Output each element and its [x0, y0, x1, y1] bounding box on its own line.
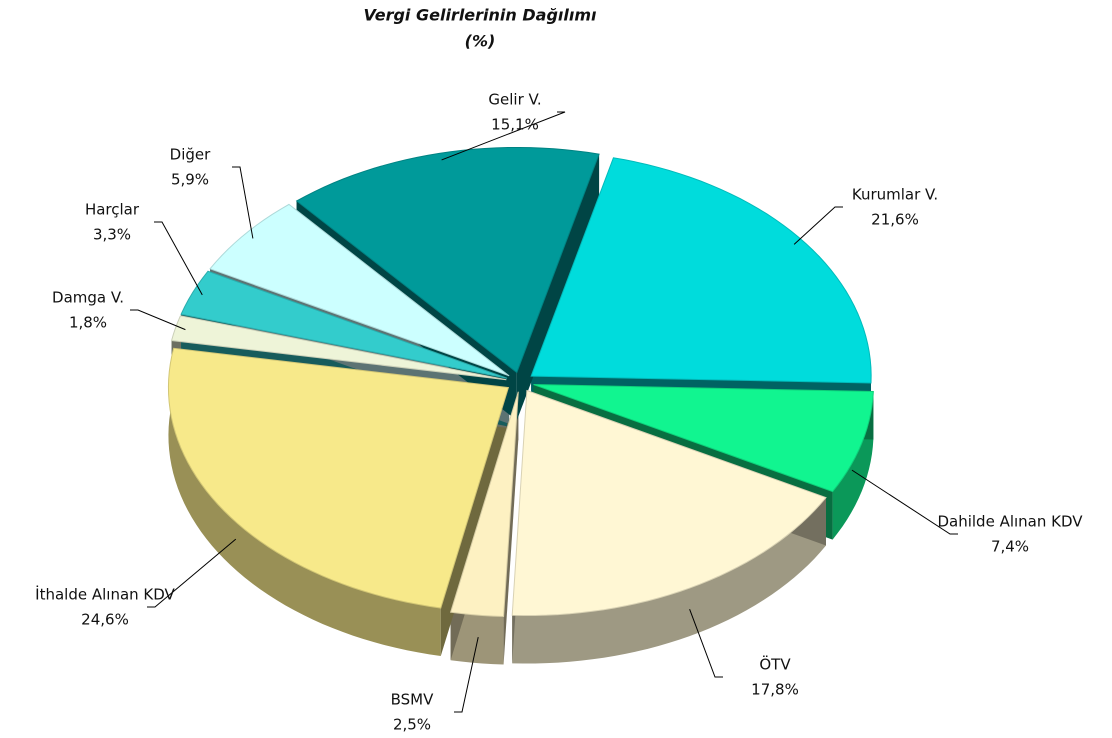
value-label: 3,3% [93, 226, 131, 244]
value-label: 1,8% [69, 314, 107, 332]
slice [167, 347, 510, 609]
value-label: 5,9% [171, 171, 209, 189]
slice [533, 384, 874, 493]
leader-line [130, 309, 186, 331]
slice [511, 389, 827, 617]
slice [170, 315, 507, 381]
chart-subtitle: (%) [465, 32, 496, 51]
leader-line [232, 166, 254, 239]
slice-label: BSMV [391, 691, 434, 709]
slice-side [168, 348, 441, 657]
slice [530, 157, 872, 384]
slice-label: Diğer [170, 146, 211, 164]
slice [295, 146, 600, 374]
slice-wall [516, 154, 600, 421]
value-label: 7,4% [991, 538, 1029, 556]
value-label: 17,8% [751, 681, 799, 699]
slice-side [832, 391, 874, 540]
slice-label: Dahilde Alınan KDV [937, 513, 1083, 531]
slice-wall [503, 391, 519, 665]
slice [180, 270, 508, 379]
leader-line [154, 221, 203, 296]
leader-line [147, 538, 237, 608]
leader-line [793, 206, 843, 245]
slice-side [450, 612, 504, 665]
chart-title: Vergi Gelirlerinin Dağılımı [364, 6, 598, 25]
slice-side [512, 497, 826, 664]
value-label: 2,5% [393, 716, 431, 734]
slice-label: Gelir V. [488, 91, 541, 109]
slice-label: Damga V. [52, 289, 124, 307]
leader-line [441, 111, 566, 161]
value-label: 24,6% [81, 611, 129, 629]
leader-line [689, 608, 723, 678]
slice-label: ÖTV [759, 655, 791, 674]
slice-label: İthalde Alınan KDV [35, 585, 175, 604]
slice-label: Kurumlar V. [852, 186, 938, 204]
slice [209, 203, 510, 377]
value-label: 21,6% [871, 211, 919, 229]
slice-label: Harçlar [85, 201, 140, 219]
leader-line [851, 469, 958, 535]
value-label: 15,1% [491, 116, 539, 134]
slice [449, 391, 519, 618]
leader-line [454, 637, 479, 713]
